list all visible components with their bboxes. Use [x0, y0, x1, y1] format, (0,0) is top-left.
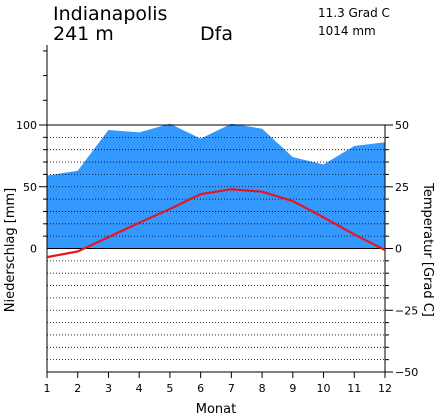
right-axis-title: Temperatur [Grad C]	[420, 182, 435, 317]
x-tick-label: 7	[228, 382, 235, 395]
x-tick-label: 2	[74, 382, 81, 395]
temperature-line	[46, 188, 386, 259]
x-tick-label: 4	[136, 382, 143, 395]
x-tick-label: 8	[259, 382, 266, 395]
station-name: Indianapolis	[53, 3, 167, 25]
left-tick-label: 100	[16, 119, 37, 132]
right-tick-label: 50	[395, 119, 409, 132]
annual-precipitation: 1014 mm	[318, 24, 376, 38]
x-tick-label: 3	[105, 382, 112, 395]
left-axis-title: Niederschlag [mm]	[3, 188, 18, 313]
left-tick-label: 50	[23, 181, 37, 194]
x-tick-label: 1	[44, 382, 51, 395]
right-tick-label: −50	[395, 366, 418, 379]
mean-temperature: 11.3 Grad C	[318, 6, 390, 20]
precipitation-area	[47, 123, 385, 249]
right-tick-label: 25	[395, 181, 409, 194]
x-tick-label: 6	[197, 382, 204, 395]
x-tick-label: 11	[347, 382, 361, 395]
x-tick-label: 5	[166, 382, 173, 395]
x-tick-label: 9	[289, 382, 296, 395]
x-tick-label: 10	[317, 382, 331, 395]
left-tick-label: 0	[30, 243, 37, 256]
right-tick-label: −25	[395, 304, 418, 317]
right-tick-label: 0	[395, 243, 402, 256]
climate-class: Dfa	[200, 23, 233, 45]
x-axis-title: Monat	[196, 402, 236, 416]
station-elevation: 241 m	[53, 23, 114, 45]
x-tick-label: 12	[378, 382, 392, 395]
